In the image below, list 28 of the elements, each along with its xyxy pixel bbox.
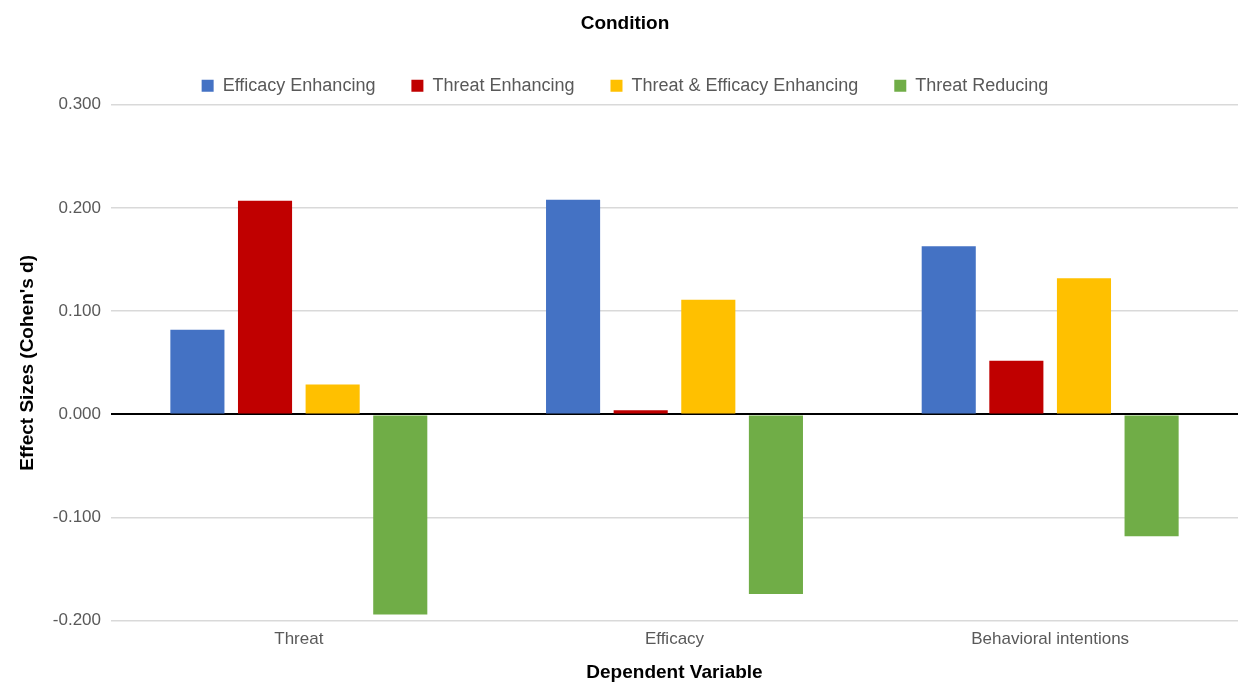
bar <box>748 415 803 594</box>
x-tick-label: Behavioral intentions <box>971 628 1130 648</box>
bar <box>1056 278 1112 414</box>
y-tick-label: 0.000 <box>58 404 101 424</box>
bar <box>546 199 601 414</box>
legend-label: Threat Reducing <box>915 74 1049 95</box>
y-axis-title: Effect Sizes (Cohen's d) <box>15 254 37 471</box>
bar <box>921 246 976 414</box>
y-tick-label: -0.200 <box>52 610 101 630</box>
x-tick-label: Efficacy <box>644 628 705 648</box>
bar <box>170 329 225 414</box>
legend-title: Condition <box>580 11 670 33</box>
bar <box>237 200 293 414</box>
x-axis-title: Dependent Variable <box>586 660 763 682</box>
y-tick-label: -0.100 <box>52 507 101 527</box>
bar <box>681 299 736 414</box>
y-tick-label: 0.200 <box>58 197 101 217</box>
x-tick-label: Threat <box>274 628 324 648</box>
bar <box>305 384 360 414</box>
y-tick-label: 0.300 <box>58 94 101 114</box>
bar <box>989 360 1044 414</box>
legend-label: Threat Enhancing <box>432 74 575 95</box>
bar <box>373 415 428 615</box>
bar <box>613 410 668 414</box>
legend-label: Efficacy Enhancing <box>222 74 376 95</box>
y-tick-label: 0.100 <box>58 300 101 320</box>
legend-label: Threat & Efficacy Enhancing <box>631 74 859 95</box>
bar <box>1124 415 1179 537</box>
